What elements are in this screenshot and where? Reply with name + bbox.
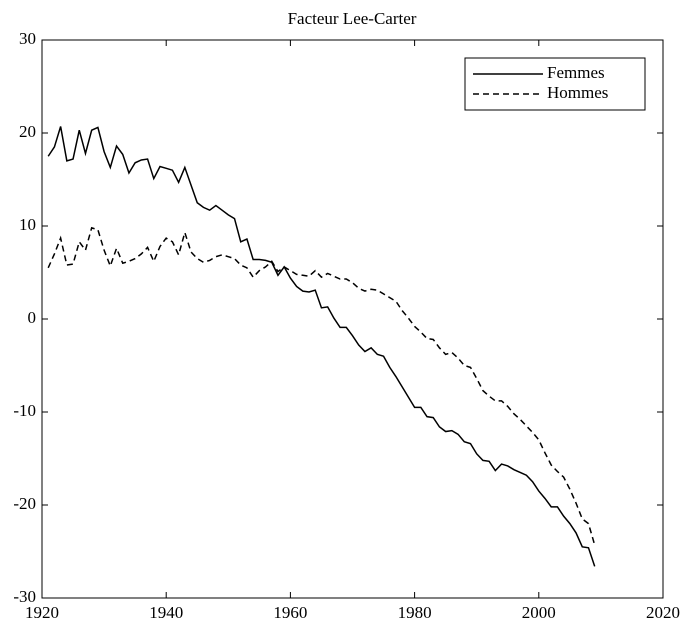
y-tick-label: 0	[28, 308, 37, 327]
series-line	[47, 226, 596, 546]
x-tick-label: 2000	[522, 603, 556, 622]
x-tick-label: 1920	[25, 603, 59, 622]
series-line	[47, 126, 596, 567]
y-tick-label: 10	[19, 215, 36, 234]
y-tick-label: -20	[13, 494, 36, 513]
chart-title: Facteur Lee-Carter	[288, 9, 417, 28]
plot-frame	[41, 39, 664, 599]
x-tick-label: 1940	[149, 603, 183, 622]
x-tick-label: 1960	[273, 603, 307, 622]
x-tick-label: 2020	[646, 603, 680, 622]
legend-box	[464, 57, 646, 111]
y-tick-label: -10	[13, 401, 36, 420]
legend-label: Hommes	[547, 83, 608, 102]
y-tick-label: -30	[13, 587, 36, 606]
legend-label: Femmes	[547, 63, 605, 82]
y-tick-label: 30	[19, 29, 36, 48]
y-tick-label: 20	[19, 122, 36, 141]
x-tick-label: 1980	[398, 603, 432, 622]
